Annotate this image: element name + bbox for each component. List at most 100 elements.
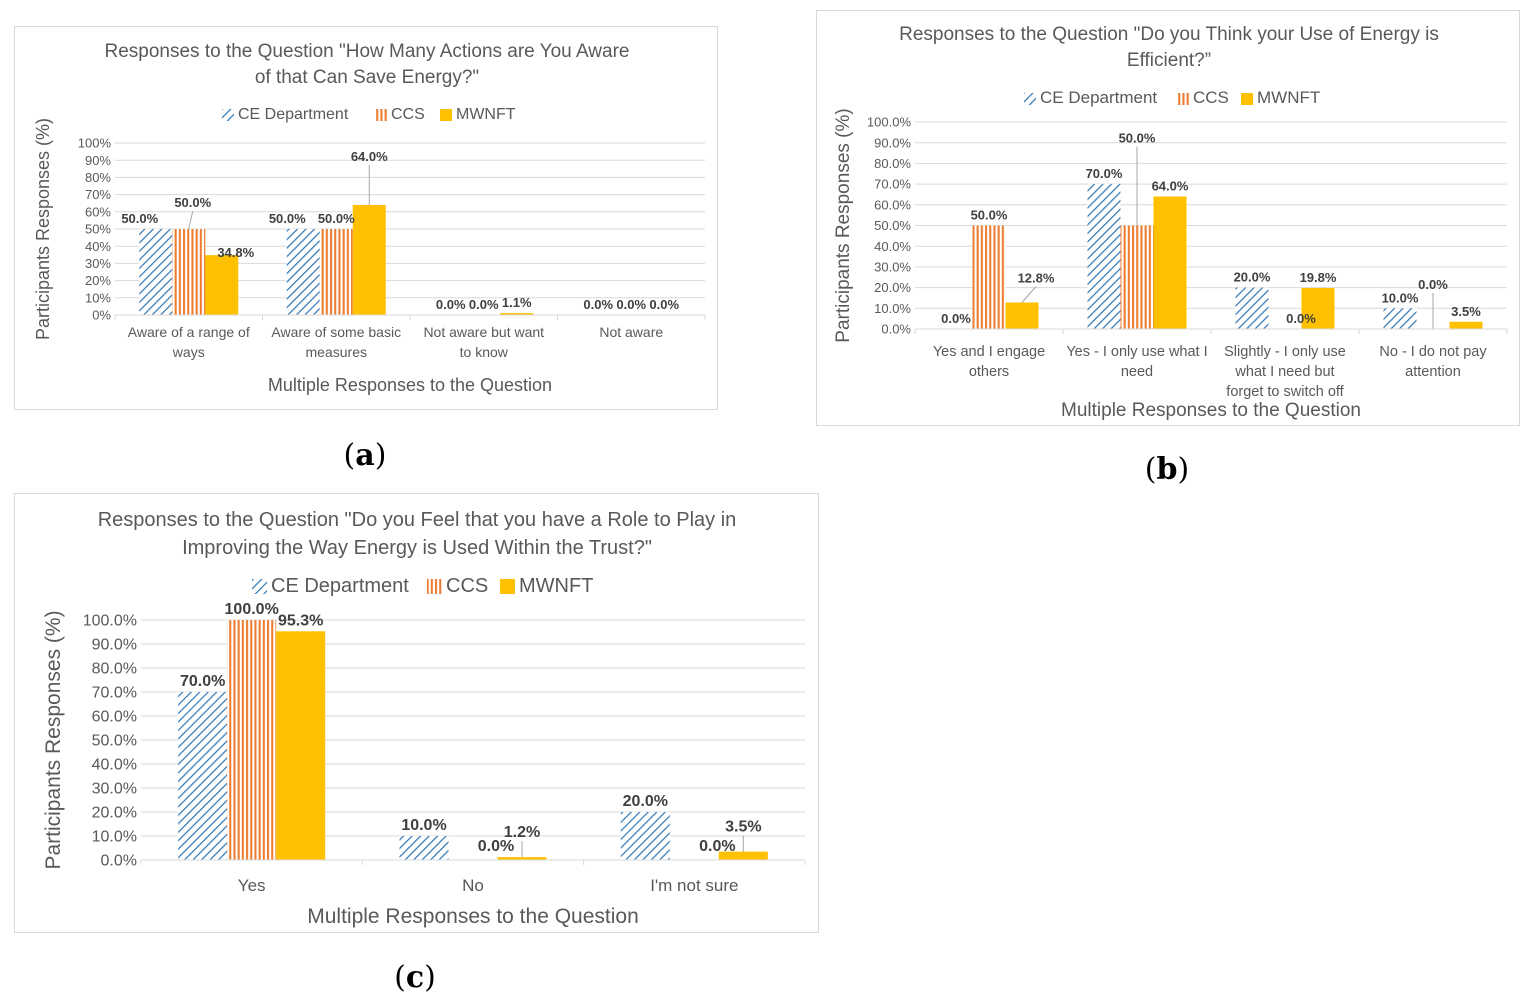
y-tick-label: 30.0% bbox=[92, 781, 137, 798]
bar-ccs bbox=[319, 229, 353, 315]
chart-a-svg: Responses to the Question "How Many Acti… bbox=[33, 41, 706, 395]
data-label-ccs: 100.0% bbox=[225, 601, 279, 618]
x-axis-title: Multiple Responses to the Question bbox=[268, 375, 552, 395]
data-label-ccs: 50.0% bbox=[971, 208, 1008, 223]
data-label-ce: 20.0% bbox=[1234, 270, 1271, 285]
category-label: need bbox=[1121, 364, 1153, 380]
y-tick-label: 100.0% bbox=[83, 613, 137, 630]
y-tick-label: 80.0% bbox=[92, 661, 137, 678]
data-label-ccs: 0.0% bbox=[699, 838, 735, 855]
data-label-mwnft: 64.0% bbox=[1152, 179, 1189, 194]
data-label-ce: 70.0% bbox=[1086, 166, 1123, 181]
bar-ce bbox=[399, 836, 449, 860]
legend-swatch-mwnft bbox=[440, 109, 452, 121]
category-label: Aware of some basic bbox=[271, 324, 401, 340]
category-label: forget to switch off bbox=[1226, 384, 1344, 400]
legend-swatch-mwnft bbox=[1241, 93, 1253, 105]
data-label-mwnft: 34.8% bbox=[217, 245, 254, 260]
chart-c-svg: Responses to the Question "Do you Feel t… bbox=[42, 509, 806, 928]
y-tick-label: 90.0% bbox=[874, 135, 911, 150]
legend: CE Department CCS MWNFT bbox=[252, 575, 593, 597]
y-tick-label: 10% bbox=[85, 290, 111, 305]
legend-swatch-ce bbox=[1024, 93, 1036, 105]
y-tick-label: 10.0% bbox=[874, 301, 911, 316]
category-label: others bbox=[969, 364, 1009, 380]
bar-mwnft bbox=[1153, 196, 1187, 329]
caption-a: (a) bbox=[343, 438, 387, 473]
category-label: No bbox=[462, 876, 484, 895]
leader-line bbox=[188, 210, 194, 230]
bar-mwnft bbox=[205, 255, 239, 315]
category-label: what I need but bbox=[1234, 364, 1334, 380]
legend-swatch-ccs bbox=[375, 109, 387, 121]
chart-panel-c: Responses to the Question "Do you Feel t… bbox=[14, 493, 819, 933]
legend-swatch-ce bbox=[252, 579, 267, 594]
data-label-ccs: 0.0% bbox=[1418, 277, 1448, 292]
category-label: No - I do not pay bbox=[1379, 344, 1487, 360]
data-label-mwnft: 1.2% bbox=[504, 824, 540, 841]
category-label: to know bbox=[460, 344, 509, 360]
legend-swatch-ccs bbox=[1177, 93, 1189, 105]
y-axis-title: Participants Responses (%) bbox=[33, 118, 53, 340]
bar-ce bbox=[620, 812, 670, 860]
chart-b-svg: Responses to the Question "Do you Think … bbox=[833, 24, 1508, 421]
bar-ce bbox=[1087, 184, 1121, 329]
y-tick-label: 50.0% bbox=[92, 733, 137, 750]
category-label: Aware of a range of bbox=[128, 324, 250, 340]
y-tick-label: 100% bbox=[78, 136, 112, 151]
category-label: Not aware bbox=[599, 324, 663, 340]
y-tick-label: 50% bbox=[85, 222, 111, 237]
y-tick-label: 30.0% bbox=[874, 259, 911, 274]
caption-c: (c) bbox=[394, 960, 436, 995]
data-label-ce: 50.0% bbox=[121, 211, 158, 226]
category-label: Yes - I only use what I bbox=[1066, 344, 1207, 360]
data-label-ce: 0.0% bbox=[583, 297, 613, 312]
data-label-ce: 70.0% bbox=[180, 673, 225, 690]
category-label: ways bbox=[172, 344, 205, 360]
legend-label-ccs: CCS bbox=[446, 575, 488, 597]
bar-mwnft bbox=[497, 857, 547, 860]
chart-title-line: Responses to the Question "Do you Think … bbox=[899, 24, 1439, 45]
y-tick-label: 90% bbox=[85, 153, 111, 168]
bar-mwnft bbox=[1301, 288, 1335, 329]
category-label: I'm not sure bbox=[650, 876, 738, 895]
data-label-ce: 10.0% bbox=[1382, 290, 1419, 305]
category-label: measures bbox=[306, 344, 367, 360]
legend-label-ccs: CCS bbox=[1193, 88, 1229, 107]
y-tick-label: 40% bbox=[85, 239, 111, 254]
y-tick-label: 70.0% bbox=[874, 177, 911, 192]
y-tick-label: 60.0% bbox=[92, 709, 137, 726]
legend-swatch-mwnft bbox=[500, 579, 515, 594]
legend-label-mwnft: MWNFT bbox=[519, 575, 593, 597]
y-tick-label: 40.0% bbox=[874, 239, 911, 254]
data-label-mwnft: 3.5% bbox=[1451, 304, 1481, 319]
chart-panel-b: Responses to the Question "Do you Think … bbox=[816, 10, 1520, 426]
chart-title-line: Efficient?” bbox=[1127, 50, 1211, 71]
y-tick-label: 20% bbox=[85, 273, 111, 288]
y-axis-title: Participants Responses (%) bbox=[833, 108, 854, 342]
data-label-mwnft: 64.0% bbox=[351, 149, 388, 164]
bar-ccs bbox=[227, 620, 277, 860]
data-label-ccs: 0.0% bbox=[469, 297, 499, 312]
x-axis-title: Multiple Responses to the Question bbox=[307, 905, 639, 928]
bar-ccs bbox=[972, 225, 1006, 329]
y-axis-title: Participants Responses (%) bbox=[42, 610, 65, 869]
bar-mwnft bbox=[718, 851, 768, 860]
category-label: Slightly - I only use bbox=[1224, 344, 1346, 360]
y-tick-label: 50.0% bbox=[874, 218, 911, 233]
chart-title-line: Responses to the Question "How Many Acti… bbox=[105, 41, 630, 62]
data-label-ce: 50.0% bbox=[269, 211, 306, 226]
bar-ccs bbox=[1120, 225, 1154, 329]
y-tick-label: 20.0% bbox=[92, 805, 137, 822]
data-label-ccs: 50.0% bbox=[1119, 131, 1156, 146]
bar-mwnft bbox=[500, 313, 534, 315]
legend-label-mwnft: MWNFT bbox=[456, 106, 516, 123]
data-label-mwnft: 1.1% bbox=[502, 295, 532, 310]
bar-ce bbox=[1383, 308, 1417, 329]
y-tick-label: 100.0% bbox=[867, 115, 912, 130]
leader-line bbox=[1021, 286, 1037, 303]
bar-ce bbox=[1235, 287, 1269, 329]
bar-ce bbox=[286, 229, 320, 315]
category-label: Yes bbox=[238, 876, 266, 895]
x-axis-title: Multiple Responses to the Question bbox=[1061, 400, 1361, 421]
